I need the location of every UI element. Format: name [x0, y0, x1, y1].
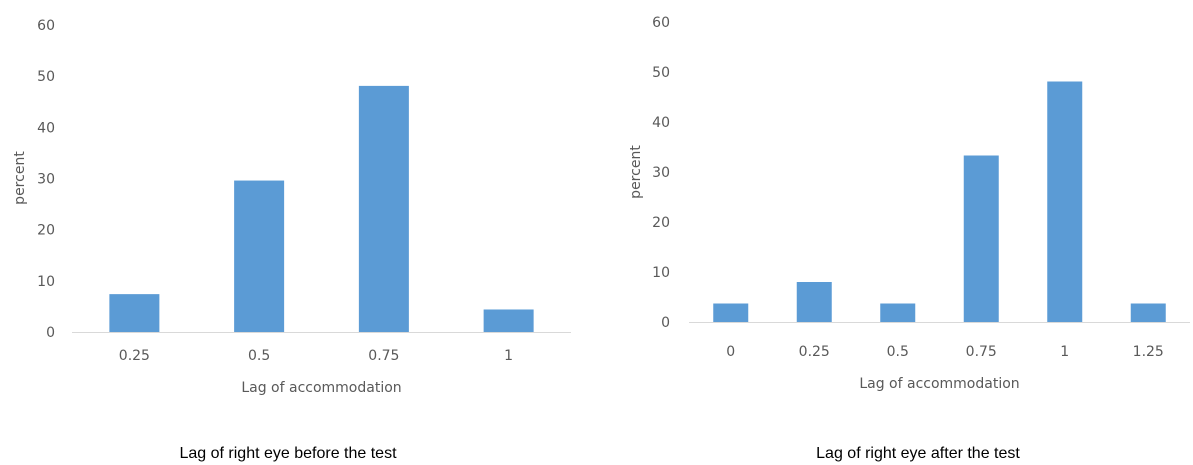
- y-tick-label: 50: [37, 69, 55, 85]
- bar: [880, 303, 916, 322]
- x-axis-title: Lag of accommodation: [859, 376, 1019, 392]
- chart-before-test: 0 10 20 30 40 50 60 0.25 0.5 0.75 1 Lag of accommod…: [12, 18, 571, 462]
- x-tick-label: 1.25: [1133, 344, 1164, 360]
- y-tick-label: 0: [46, 325, 55, 341]
- bar: [713, 303, 749, 322]
- y-axis-title: percent: [628, 145, 644, 199]
- bar: [234, 180, 285, 332]
- bar: [1130, 303, 1166, 322]
- x-tick-label: 0.75: [966, 344, 997, 360]
- y-tick-label: 40: [37, 120, 55, 136]
- bar: [358, 85, 409, 332]
- y-tick-label: 10: [652, 265, 670, 281]
- chart-after-test: 0 10 20 30 40 50 60 0 0.25 0.5 0.75 1 1.25 Lag of acc…: [628, 15, 1190, 462]
- y-tick-label: 60: [37, 18, 55, 34]
- x-tick-label: 0.25: [799, 344, 830, 360]
- bar: [1047, 81, 1083, 322]
- y-tick-label: 20: [37, 223, 55, 239]
- y-tick-label: 30: [37, 172, 55, 188]
- bar: [796, 282, 832, 322]
- bar: [109, 294, 160, 332]
- y-tick-label: 20: [652, 215, 670, 231]
- x-tick-label: 1: [1060, 344, 1069, 360]
- y-tick-label: 30: [652, 165, 670, 181]
- x-tick-label: 0.25: [119, 348, 150, 364]
- y-tick-label: 60: [652, 15, 670, 31]
- x-tick-label: 0.75: [368, 348, 399, 364]
- y-tick-label: 0: [661, 315, 670, 331]
- bar: [483, 309, 534, 332]
- y-axis-title: percent: [12, 151, 28, 205]
- x-tick-label: 0.5: [248, 348, 270, 364]
- chart-caption: Lag of right eye before the test: [179, 445, 397, 462]
- y-tick-label: 50: [652, 65, 670, 81]
- chart-caption: Lag of right eye after the test: [816, 445, 1020, 462]
- y-tick-label: 40: [652, 115, 670, 131]
- y-tick-label: 10: [37, 274, 55, 290]
- x-axis-title: Lag of accommodation: [241, 380, 401, 396]
- x-tick-label: 1: [504, 348, 513, 364]
- x-tick-label: 0.5: [887, 344, 909, 360]
- x-tick-label: 0: [726, 344, 735, 360]
- bar: [963, 155, 999, 322]
